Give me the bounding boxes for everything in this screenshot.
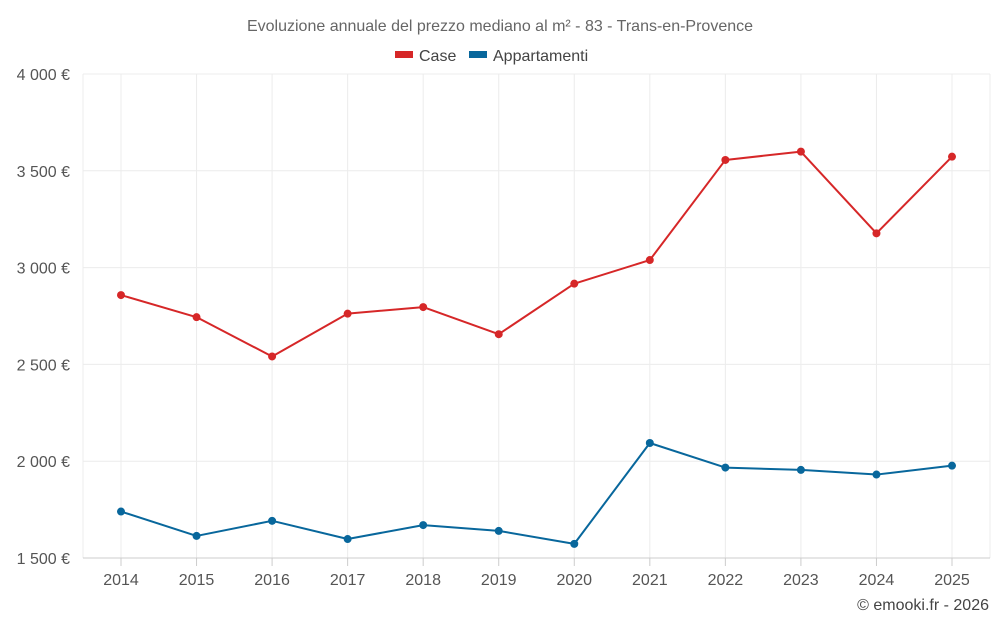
data-point-appartamenti[interactable]	[796, 465, 805, 474]
data-point-appartamenti[interactable]	[645, 439, 654, 448]
y-axis-ticks: 1 500 € 2 000 € 2 500 € 3 000 € 3 500 € 4 000…	[17, 67, 70, 568]
data-point-case[interactable]	[494, 330, 503, 339]
data-point-case[interactable]	[117, 291, 125, 300]
x-tick-label: 2021	[632, 572, 668, 589]
y-tick-label: 3 500 €	[17, 164, 70, 181]
data-point-appartamenti[interactable]	[570, 539, 579, 548]
chart-title: Evoluzione annuale del prezzo mediano al…	[247, 18, 753, 35]
legend-label-case: Case	[419, 48, 456, 65]
data-point-case[interactable]	[721, 155, 730, 164]
data-point-case[interactable]	[796, 147, 805, 156]
x-tick-label: 2014	[103, 572, 139, 589]
x-tick-label: 2015	[179, 572, 215, 589]
data-point-appartamenti[interactable]	[268, 516, 277, 525]
data-point-case[interactable]	[343, 309, 352, 318]
x-tick-label: 2025	[934, 572, 970, 589]
data-point-case[interactable]	[872, 229, 881, 238]
x-tick-label: 2023	[783, 572, 819, 589]
data-point-case[interactable]	[948, 152, 956, 161]
series-line-appartamenti	[120, 442, 953, 545]
credit-text: © emooki.fr - 2026	[857, 597, 989, 614]
data-point-case[interactable]	[570, 279, 579, 288]
data-point-case[interactable]	[645, 256, 654, 265]
data-point-appartamenti[interactable]	[117, 507, 125, 516]
x-tick-label: 2019	[481, 572, 517, 589]
x-tick-label: 2016	[254, 572, 290, 589]
x-axis-ticks: 2014 2015 2016 2017 2018 2019 2020 2021 2022 2023…	[103, 558, 970, 589]
legend-label-appartamenti: Appartamenti	[493, 48, 588, 65]
x-tick-label: 2017	[330, 572, 366, 589]
data-point-appartamenti[interactable]	[192, 531, 201, 540]
legend-swatch-appartamenti	[469, 51, 487, 58]
y-tick-label: 1 500 €	[17, 551, 70, 568]
legend-item-case[interactable]: Case	[395, 48, 456, 65]
data-point-appartamenti[interactable]	[721, 463, 730, 472]
legend: Case Appartamenti	[395, 48, 588, 65]
gridlines	[82, 73, 991, 559]
y-tick-label: 3 000 €	[17, 261, 70, 278]
series-line-case	[120, 150, 953, 358]
y-tick-label: 2 500 €	[17, 357, 70, 374]
y-tick-label: 2 000 €	[17, 454, 70, 471]
x-tick-label: 2020	[556, 572, 592, 589]
data-point-case[interactable]	[419, 303, 428, 312]
data-point-case[interactable]	[268, 352, 277, 361]
data-point-appartamenti[interactable]	[494, 526, 503, 535]
y-tick-label: 4 000 €	[17, 67, 70, 84]
data-point-case[interactable]	[192, 313, 201, 322]
data-point-appartamenti[interactable]	[872, 470, 881, 479]
data-point-appartamenti[interactable]	[948, 461, 956, 470]
legend-swatch-case	[395, 51, 413, 58]
data-point-appartamenti[interactable]	[343, 535, 352, 544]
x-tick-label: 2018	[405, 572, 441, 589]
data-point-appartamenti[interactable]	[419, 521, 428, 530]
x-tick-label: 2024	[859, 572, 895, 589]
series-layer	[117, 147, 956, 548]
legend-item-appartamenti[interactable]: Appartamenti	[469, 48, 588, 65]
x-tick-label: 2022	[708, 572, 744, 589]
